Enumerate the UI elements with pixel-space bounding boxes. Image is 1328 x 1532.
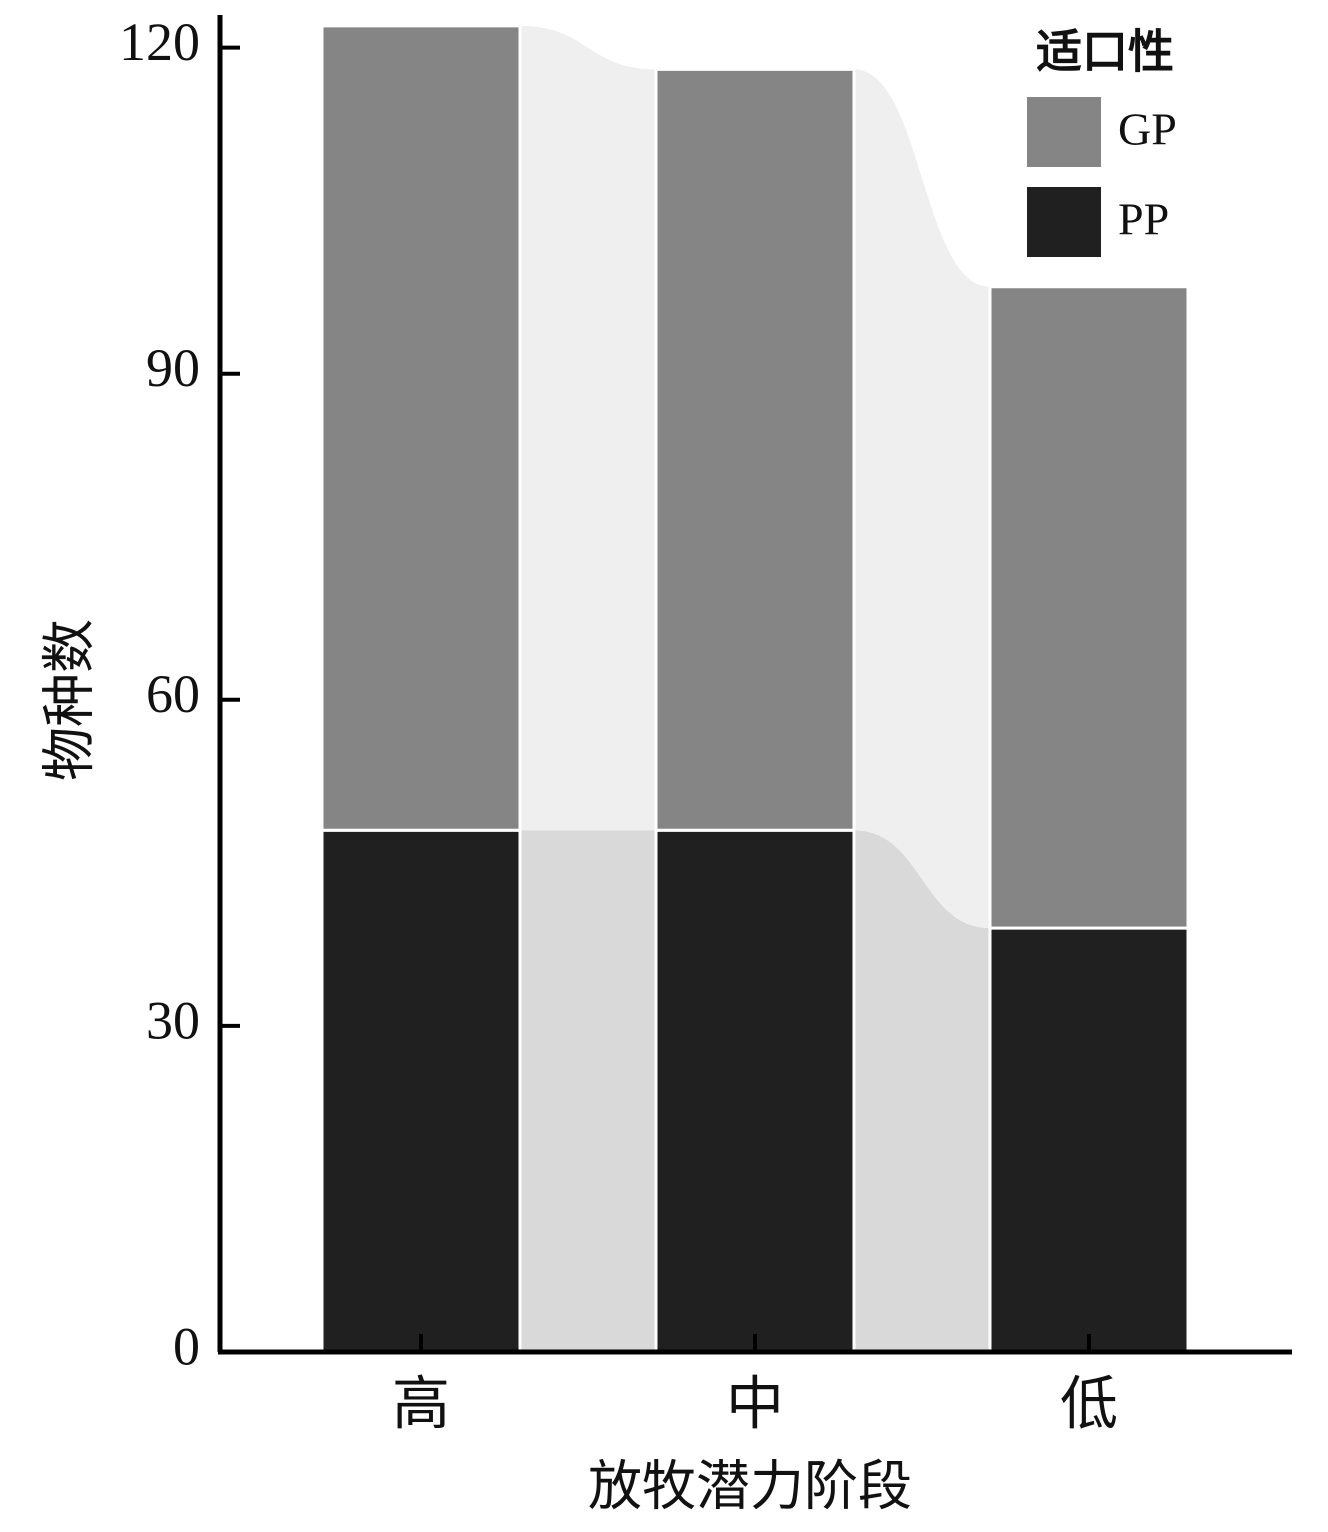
flow [520,25,656,831]
x-tick-label: 高 [392,1371,450,1436]
flow [520,830,656,1352]
y-tick-label: 30 [146,990,200,1050]
y-tick-label: 60 [146,664,200,724]
bar [654,67,856,832]
legend-swatch [1027,97,1101,167]
y-tick-label: 0 [173,1316,200,1376]
legend-title: 适口性 [1036,27,1174,78]
bar [320,24,522,832]
x-tick-label: 低 [1060,1371,1118,1436]
x-tick-label: 中 [726,1371,784,1436]
legend-swatch [1027,187,1101,257]
bar [988,926,1190,1354]
y-axis-title: 物种数 [39,619,99,781]
bar [320,828,522,1354]
legend-label: GP [1118,104,1177,155]
bar [988,285,1190,930]
flow [854,69,990,929]
flow [854,830,990,1352]
bar [654,828,856,1354]
y-tick-label: 120 [119,12,200,72]
legend-label: PP [1118,194,1169,245]
x-axis-title: 放牧潜力阶段 [588,1456,912,1516]
y-tick-label: 90 [146,338,200,398]
